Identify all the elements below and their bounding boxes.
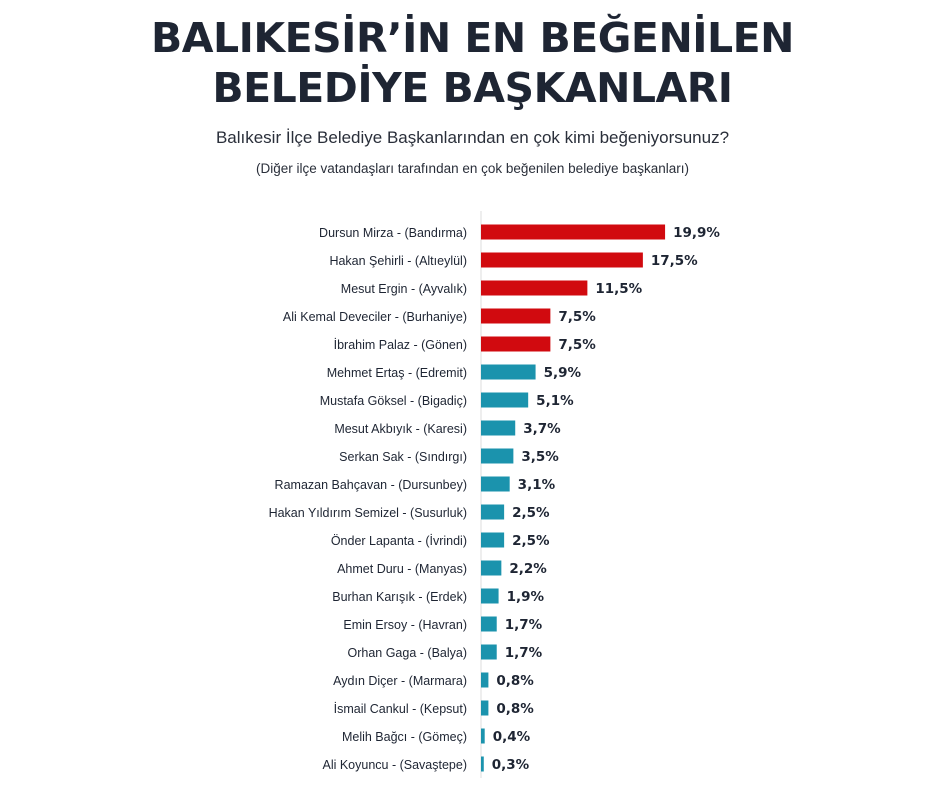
category-label: Hakan Yıldırım Semizel - (Susurluk) <box>269 506 467 520</box>
category-label: Mustafa Göksel - (Bigadiç) <box>320 394 467 408</box>
value-label: 2,5% <box>512 505 550 521</box>
value-label: 5,9% <box>544 365 582 381</box>
category-label: Önder Lapanta - (İvrindi) <box>331 534 467 548</box>
value-label: 0,4% <box>493 729 531 745</box>
bar <box>481 336 551 352</box>
category-label: Ali Koyuncu - (Savaştepe) <box>322 758 467 772</box>
category-label: Orhan Gaga - (Balya) <box>348 646 468 660</box>
bar <box>481 448 514 464</box>
bar <box>481 672 489 688</box>
category-label: Burhan Karışık - (Erdek) <box>332 590 467 604</box>
category-label: Serkan Sak - (Sındırgı) <box>339 450 467 464</box>
category-label: Ramazan Bahçavan - (Dursunbey) <box>275 478 467 492</box>
value-label: 1,9% <box>507 589 545 605</box>
bar <box>481 644 497 660</box>
value-label: 1,7% <box>505 645 543 661</box>
category-label: Hakan Şehirli - (Altıeylül) <box>329 254 467 268</box>
value-label: 0,3% <box>492 757 530 773</box>
bar <box>481 532 505 548</box>
bar <box>481 364 536 380</box>
bar <box>481 224 666 240</box>
category-label: Aydın Diçer - (Marmara) <box>333 674 467 688</box>
value-label: 19,9% <box>673 225 720 241</box>
bar <box>481 280 588 296</box>
category-label: Dursun Mirza - (Bandırma) <box>319 226 467 240</box>
bar <box>481 616 497 632</box>
category-label: Ali Kemal Deveciler - (Burhaniye) <box>283 310 467 324</box>
value-label: 5,1% <box>536 393 574 409</box>
bar <box>481 392 529 408</box>
value-label: 0,8% <box>496 673 534 689</box>
category-label: Ahmet Duru - (Manyas) <box>337 562 467 576</box>
category-label: İbrahim Palaz - (Gönen) <box>334 338 467 352</box>
value-label: 2,2% <box>509 561 547 577</box>
chart-subtitle: Balıkesir İlçe Belediye Başkanlarından e… <box>215 128 730 147</box>
chart-title-line-2: BELEDİYE BAŞKANLARI <box>212 64 733 112</box>
category-label: Mesut Ergin - (Ayvalık) <box>341 282 467 296</box>
bar <box>481 476 510 492</box>
value-label: 7,5% <box>558 337 596 353</box>
chart-title-line-1: BALIKESİR’İN EN BEĞENİLEN <box>151 14 794 62</box>
value-label: 3,7% <box>523 421 561 437</box>
bar <box>481 308 551 324</box>
category-label: Emin Ersoy - (Havran) <box>343 618 467 632</box>
bar <box>481 252 643 268</box>
bar <box>481 420 516 436</box>
bar <box>481 560 502 576</box>
category-label: Mesut Akbıyık - (Karesi) <box>334 422 467 436</box>
bar <box>481 728 485 744</box>
value-label: 7,5% <box>558 309 596 325</box>
category-label: Melih Bağcı - (Gömeç) <box>342 730 467 744</box>
value-label: 3,1% <box>518 477 556 493</box>
category-label: İsmail Cankul - (Kepsut) <box>334 702 467 716</box>
value-label: 2,5% <box>512 533 550 549</box>
bar <box>481 588 499 604</box>
value-label: 3,5% <box>521 449 559 465</box>
value-label: 1,7% <box>505 617 543 633</box>
value-label: 11,5% <box>595 281 642 297</box>
value-label: 17,5% <box>651 253 698 269</box>
bar <box>481 504 505 520</box>
chart-note: (Diğer ilçe vatandaşları tarafından en ç… <box>255 161 689 176</box>
bar <box>481 756 484 772</box>
value-label: 0,8% <box>496 701 534 717</box>
category-label: Mehmet Ertaş - (Edremit) <box>327 366 467 380</box>
bar <box>481 700 489 716</box>
